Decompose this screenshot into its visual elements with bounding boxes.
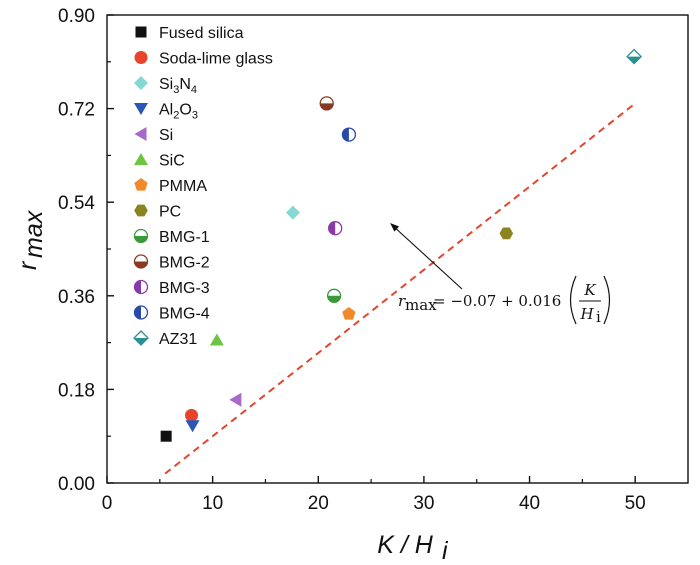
y-tick-label: 0.90 [58, 6, 95, 27]
legend-label-az31: AZ31 [159, 331, 197, 348]
data-point-pc [499, 227, 514, 240]
legend-subscript: 2 [173, 110, 179, 122]
legend-label-si3n4: Si3N4 [159, 76, 197, 96]
equation-rhs: = −0.07 + 0.016 [433, 292, 561, 310]
data-point-si [229, 392, 242, 407]
x-tick-label: 0 [102, 493, 113, 514]
legend-marker-soda-lime-glass [134, 51, 148, 64]
legend-subscript: 3 [192, 110, 198, 122]
y-axis-title: r max [14, 209, 48, 270]
equation-lhs-sub: max [405, 296, 437, 314]
legend-label-soda-lime-glass: Soda-lime glass [159, 51, 273, 68]
legend-marker-sic [134, 153, 148, 165]
legend-label-bmg-3: BMG-3 [159, 280, 210, 297]
legend: Fused silica Soda-lime glass Si3N4 Al2O3 Si S… [133, 25, 273, 348]
equation-paren-right [603, 275, 611, 325]
data-point-bmg-4 [341, 127, 357, 142]
equation-lhs: r [398, 292, 406, 310]
legend-marker-bmg-2 [133, 254, 149, 269]
x-tick-label: 10 [202, 493, 223, 514]
x-tick-label: 20 [308, 493, 329, 514]
legend-marker-az31 [133, 330, 149, 346]
y-tick-label: 0.00 [58, 474, 95, 495]
y-tick-label: 0.54 [58, 193, 95, 214]
x-axis-title-sub: i [442, 537, 449, 565]
legend-label-bmg-1: BMG-1 [159, 229, 210, 246]
fit-line-layer [164, 102, 636, 475]
x-tick-label: 30 [413, 493, 434, 514]
data-point-soda-lime-glass [185, 408, 199, 422]
equation-annotation: r max= −0.07 + 0.016 KH i [390, 223, 611, 326]
annotation-arrow-head [390, 223, 400, 232]
legend-label-pc: PC [159, 204, 181, 221]
data-point-pmma [342, 307, 356, 320]
x-tick-label: 50 [625, 493, 646, 514]
x-axis-title: K / H [377, 531, 434, 559]
equation-frac-num: K [583, 281, 596, 299]
legend-label-bmg-4: BMG-4 [159, 306, 210, 323]
y-tick-label: 0.36 [58, 287, 95, 308]
data-point-sic [209, 333, 224, 346]
data-point-bmg-1 [326, 288, 342, 303]
legend-label-al2o3: Al2O3 [159, 102, 198, 122]
legend-marker-al2o3 [134, 103, 148, 115]
data-point-bmg-2 [319, 96, 334, 111]
legend-label-fused-silica: Fused silica [159, 25, 244, 42]
fit-line [164, 102, 636, 475]
legend-subscript: 3 [173, 84, 179, 96]
x-tick-label: 40 [519, 493, 540, 514]
data-point-si3n4 [285, 205, 300, 220]
legend-label-bmg-2: BMG-2 [159, 255, 210, 272]
data-point-al2o3 [185, 420, 200, 433]
equation-paren-left [569, 275, 577, 325]
y-axis-title-sub: max [20, 209, 48, 258]
y-axis-title-main: r [14, 260, 42, 270]
legend-label-si: Si [159, 127, 173, 144]
legend-label-pmma: PMMA [159, 178, 207, 195]
legend-subscript: 4 [191, 84, 197, 96]
y-tick-label: 0.72 [58, 100, 95, 121]
legend-marker-pc [134, 204, 148, 217]
data-points [160, 48, 643, 442]
annotation-arrow-line [392, 225, 463, 290]
equation-frac-den: H [579, 305, 594, 323]
axes: 0 10 20 30 40 50 0.00 0.18 0.36 0.54 0.72 0.90 [58, 6, 689, 514]
legend-marker-si3n4 [134, 76, 148, 90]
legend-marker-si [134, 127, 147, 141]
y-tick-label: 0.18 [58, 380, 95, 401]
equation-frac-den-sub: i [596, 308, 601, 326]
legend-marker-bmg-4 [133, 305, 149, 320]
data-point-fused-silica [160, 430, 172, 442]
legend-marker-pmma [134, 178, 148, 191]
legend-marker-bmg-1 [133, 228, 149, 244]
legend-marker-bmg-3 [133, 279, 149, 295]
data-point-bmg-3 [328, 221, 343, 236]
data-point-az31 [626, 48, 643, 65]
legend-marker-fused-silica [135, 26, 147, 38]
legend-label-sic: SiC [159, 153, 185, 170]
